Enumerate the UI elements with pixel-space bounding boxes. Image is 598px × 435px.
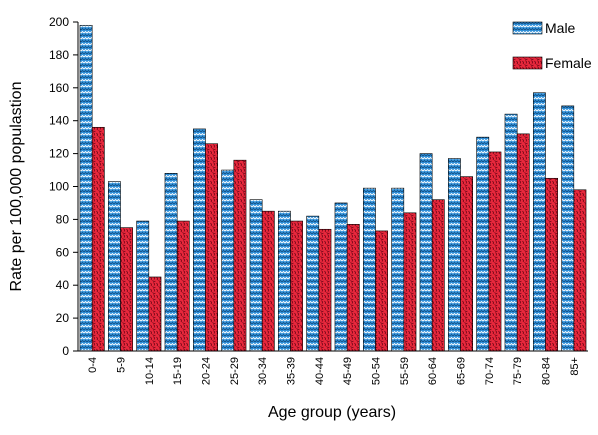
bar-male [136, 220, 150, 352]
x-tick-label: 85+ [569, 357, 581, 376]
bar-female [148, 276, 162, 352]
x-axis: 0-4 5-9 10-14 15-19 20-24 25-29 30-34 35-39 40-4… [87, 357, 581, 385]
x-tick-label: 80-84 [541, 357, 553, 385]
bar-female [573, 189, 587, 352]
legend: Male Female [512, 20, 592, 71]
bar-female [431, 199, 445, 352]
legend-swatch-male [512, 21, 543, 35]
y-tick-label: 60 [56, 245, 70, 259]
y-tick-label: 120 [49, 147, 69, 161]
bar-female [488, 151, 502, 352]
bar-male [193, 128, 206, 352]
bar-female [375, 230, 388, 352]
bar-female [176, 220, 190, 352]
x-tick-label: 15-19 [172, 357, 184, 385]
y-tick-label: 100 [49, 180, 69, 194]
legend-swatch-female [512, 56, 543, 70]
x-tick-label: 0-4 [87, 357, 99, 373]
x-tick-label: 65-69 [456, 357, 468, 385]
bar-female [403, 212, 417, 352]
bar-female [205, 143, 218, 352]
bar-male [532, 92, 546, 352]
x-tick-label: 5-9 [116, 357, 128, 373]
x-axis-title: Age group (years) [268, 404, 396, 421]
y-tick-label: 20 [56, 311, 70, 325]
x-tick-label: 20-24 [201, 357, 213, 385]
bar-male [334, 202, 348, 352]
x-tick-label: 60-64 [427, 357, 439, 385]
bar-female [460, 176, 473, 352]
bar-female [233, 159, 247, 352]
x-tick-label: 35-39 [286, 357, 298, 385]
bar-female [516, 133, 530, 352]
y-tick-label: 180 [49, 48, 69, 62]
bar-male [306, 215, 320, 352]
y-axis-title: Rate per 100,000 populastion [8, 82, 25, 292]
bar-male [221, 169, 235, 352]
x-tick-label: 25-29 [229, 357, 241, 385]
x-tick-label: 50-54 [371, 357, 383, 385]
bar-female [318, 228, 332, 352]
bar-male [277, 210, 291, 352]
x-tick-label: 75-79 [512, 357, 524, 385]
y-tick-label: 160 [49, 81, 69, 95]
x-tick-label: 70-74 [484, 357, 496, 385]
y-tick-label: 200 [49, 15, 69, 29]
bar-male [419, 153, 433, 352]
y-tick-label: 140 [49, 114, 69, 128]
y-tick-label: 40 [56, 278, 70, 292]
bar-female [290, 220, 303, 352]
y-tick-label: 0 [62, 344, 69, 358]
bar-female [261, 210, 275, 352]
bar-male [391, 187, 405, 352]
y-axis: 0 20 40 60 80 100 120 140 160 180 200 [49, 15, 78, 358]
x-tick-label: 10-14 [144, 357, 156, 385]
x-tick-label: 30-34 [257, 357, 269, 385]
bar-female [346, 224, 360, 352]
bar-male [108, 181, 121, 352]
y-tick-label: 80 [56, 212, 70, 226]
bar-male [561, 105, 575, 352]
x-tick-label: 45-49 [342, 357, 354, 385]
legend-label-female: Female [545, 55, 592, 71]
bar-male [504, 113, 518, 352]
bar-male [164, 173, 178, 352]
bar-female [120, 227, 133, 352]
x-tick-label: 55-59 [399, 357, 411, 385]
bar-female [545, 177, 558, 352]
bar-male [447, 158, 461, 352]
legend-label-male: Male [545, 20, 576, 36]
bars [79, 24, 587, 352]
bar-male [362, 187, 376, 352]
bar-female [91, 126, 105, 352]
bar-male [79, 24, 93, 352]
x-tick-label: 40-44 [314, 357, 326, 385]
bar-male [249, 199, 263, 352]
bar-male [476, 136, 490, 352]
